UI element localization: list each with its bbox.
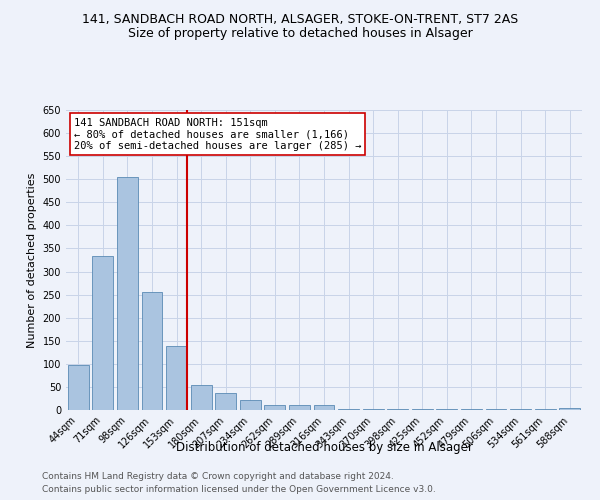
Bar <box>535 408 556 410</box>
Bar <box>215 393 236 410</box>
Bar <box>68 365 89 410</box>
Bar <box>559 408 580 410</box>
Text: Distribution of detached houses by size in Alsager: Distribution of detached houses by size … <box>176 441 472 454</box>
Text: Size of property relative to detached houses in Alsager: Size of property relative to detached ho… <box>128 28 472 40</box>
Bar <box>412 408 433 410</box>
Bar <box>265 406 286 410</box>
Bar <box>166 346 187 410</box>
Bar <box>436 408 457 410</box>
Text: 141, SANDBACH ROAD NORTH, ALSAGER, STOKE-ON-TRENT, ST7 2AS: 141, SANDBACH ROAD NORTH, ALSAGER, STOKE… <box>82 12 518 26</box>
Text: Contains public sector information licensed under the Open Government Licence v3: Contains public sector information licen… <box>42 485 436 494</box>
Bar <box>117 177 138 410</box>
Bar <box>510 408 531 410</box>
Y-axis label: Number of detached properties: Number of detached properties <box>27 172 37 348</box>
Bar <box>338 408 359 410</box>
Bar <box>461 408 482 410</box>
Bar <box>485 408 506 410</box>
Text: 141 SANDBACH ROAD NORTH: 151sqm
← 80% of detached houses are smaller (1,166)
20%: 141 SANDBACH ROAD NORTH: 151sqm ← 80% of… <box>74 118 361 150</box>
Bar <box>191 385 212 410</box>
Bar <box>142 292 163 410</box>
Bar <box>387 408 408 410</box>
Bar <box>289 406 310 410</box>
Bar <box>240 400 261 410</box>
Text: Contains HM Land Registry data © Crown copyright and database right 2024.: Contains HM Land Registry data © Crown c… <box>42 472 394 481</box>
Bar <box>362 408 383 410</box>
Bar <box>314 406 334 410</box>
Bar <box>92 256 113 410</box>
